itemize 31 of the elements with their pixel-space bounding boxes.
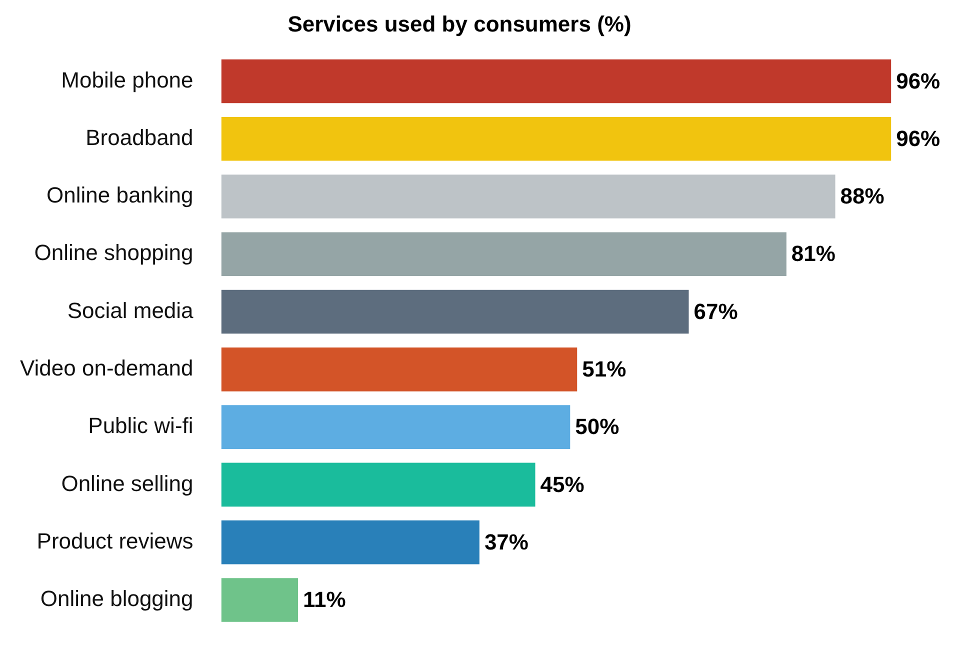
- y-tick-label: Online blogging: [40, 586, 194, 612]
- y-tick-label: Video on-demand: [20, 355, 194, 380]
- bar: [221, 232, 786, 276]
- bar: [221, 520, 480, 564]
- bar: [221, 578, 298, 622]
- y-tick-label: Product reviews: [36, 528, 194, 554]
- y-tick-label: Public wi-fi: [88, 413, 194, 438]
- y-tick-label: Mobile phone: [61, 67, 194, 92]
- y-tick-label: Social media: [67, 298, 194, 323]
- y-tick-label: Online selling: [61, 470, 194, 496]
- data-label: 51%: [582, 356, 626, 382]
- bar: [221, 116, 892, 161]
- bar: [221, 290, 689, 334]
- data-label: 50%: [575, 414, 620, 440]
- y-tick-label: Online banking: [46, 182, 194, 208]
- chart-title: Services used by consumers (%): [288, 11, 632, 36]
- bar: [221, 348, 578, 392]
- y-tick-label: Online shopping: [34, 240, 194, 266]
- data-label: 88%: [840, 184, 884, 209]
- bar: [221, 174, 836, 218]
- data-label: 11%: [303, 587, 346, 612]
- data-label: 45%: [540, 472, 584, 497]
- data-label: 96%: [896, 68, 940, 94]
- data-label: 37%: [484, 529, 528, 554]
- bar: [221, 462, 536, 507]
- data-label: 67%: [694, 298, 738, 324]
- data-label: 96%: [896, 126, 940, 151]
- bar: [221, 405, 570, 449]
- data-label: 81%: [791, 241, 836, 266]
- y-tick-label: Broadband: [86, 124, 194, 150]
- bar: [221, 59, 892, 104]
